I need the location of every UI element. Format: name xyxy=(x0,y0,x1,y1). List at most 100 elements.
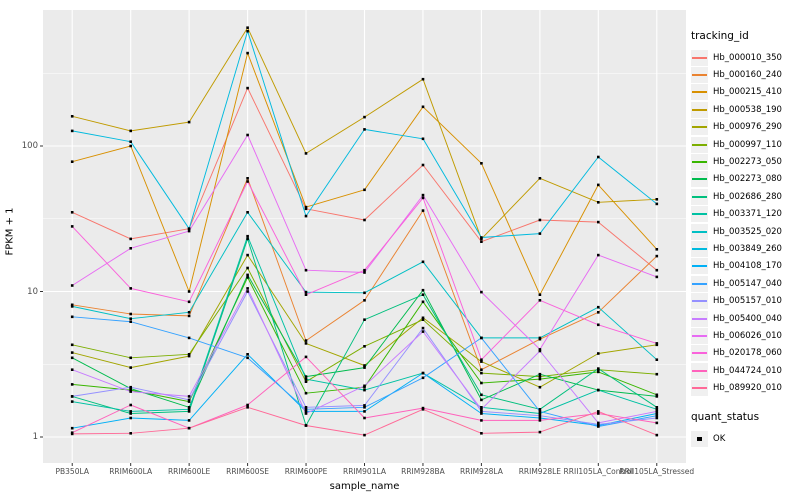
data-point xyxy=(597,367,600,370)
data-point xyxy=(187,354,191,358)
legend-entry-label: Hb_002273_050 xyxy=(713,157,782,168)
legend-entry-label: Hb_005147_040 xyxy=(713,278,782,289)
data-point xyxy=(304,342,308,345)
data-point xyxy=(304,410,308,413)
data-point xyxy=(421,330,425,333)
data-point xyxy=(129,140,132,143)
data-point xyxy=(597,183,600,187)
data-point xyxy=(70,129,74,133)
data-point xyxy=(363,433,366,437)
legend-key-swatch xyxy=(691,206,708,223)
legend-key-swatch xyxy=(691,345,708,362)
data-point xyxy=(480,412,483,415)
data-point xyxy=(246,177,249,180)
data-point xyxy=(597,352,600,355)
data-point xyxy=(421,77,425,81)
data-point xyxy=(363,268,366,272)
data-point xyxy=(187,408,191,411)
x-tick-label: RRII105LA_Control xyxy=(563,467,634,476)
data-point xyxy=(304,355,308,359)
data-point xyxy=(187,400,191,403)
data-point xyxy=(480,162,483,165)
data-point xyxy=(304,268,308,272)
y-axis-title: FPKM + 1 xyxy=(4,207,16,256)
data-point xyxy=(129,287,132,290)
data-point xyxy=(363,271,366,274)
data-point xyxy=(246,180,249,183)
data-point xyxy=(421,163,425,167)
legend-entry-label: Hb_006026_010 xyxy=(713,330,782,341)
data-point xyxy=(538,419,542,422)
data-point xyxy=(129,388,132,392)
legend-entry-label: Hb_002273_080 xyxy=(713,174,782,185)
data-point xyxy=(480,381,483,385)
data-point xyxy=(70,115,74,118)
data-point xyxy=(538,336,542,340)
legend-entry: Hb_089920_010 xyxy=(691,379,799,397)
data-point xyxy=(187,300,191,304)
data-point xyxy=(129,403,132,407)
data-point xyxy=(655,268,659,272)
data-point xyxy=(246,353,249,356)
data-point xyxy=(187,290,191,293)
legend-key-line xyxy=(692,300,707,303)
data-point xyxy=(655,410,659,413)
legend-key-swatch xyxy=(691,136,708,153)
legend-key-swatch xyxy=(691,101,708,118)
data-point xyxy=(421,193,425,197)
data-point xyxy=(655,202,659,206)
legend-entry: Hb_000997_110 xyxy=(691,136,799,153)
data-point xyxy=(363,318,366,321)
y-tick-label: 100 xyxy=(21,141,38,151)
data-point xyxy=(129,144,132,148)
legend-tracking-id-items: Hb_000010_350 Hb_000160_240 Hb_000215_410 H… xyxy=(691,49,799,397)
data-point xyxy=(421,293,425,296)
legend-key-swatch xyxy=(691,154,708,171)
legend-key-line xyxy=(692,247,707,250)
legend-entry-label: Hb_005400_040 xyxy=(713,313,782,324)
data-point xyxy=(538,177,542,180)
data-point xyxy=(70,284,74,287)
data-point xyxy=(304,290,308,294)
data-point xyxy=(480,419,483,422)
data-point xyxy=(129,366,132,369)
data-point xyxy=(304,214,308,218)
x-axis-title: sample_name xyxy=(329,481,400,492)
data-point xyxy=(70,368,74,371)
data-point xyxy=(363,406,366,409)
legend-entry: Hb_000538_190 xyxy=(691,101,799,118)
data-point xyxy=(597,155,600,159)
data-point xyxy=(70,225,74,228)
data-point xyxy=(70,426,74,430)
data-point xyxy=(246,211,249,214)
data-point xyxy=(538,348,542,351)
data-point xyxy=(421,260,425,264)
data-point xyxy=(363,188,366,192)
x-tick-label: RRIM901LA xyxy=(343,467,386,476)
data-point xyxy=(538,375,542,378)
data-point xyxy=(655,198,659,201)
data-point xyxy=(363,364,366,367)
data-point xyxy=(246,290,249,293)
data-point xyxy=(480,432,483,435)
data-point xyxy=(187,120,191,124)
data-point xyxy=(480,368,483,371)
data-point xyxy=(655,406,659,409)
legend-entry-label: Hb_044724_010 xyxy=(713,365,782,376)
data-point xyxy=(421,376,425,380)
legend-entry: Hb_000215_410 xyxy=(691,84,799,101)
data-point xyxy=(304,408,308,411)
x-tick-label: RRIM928LA xyxy=(459,467,503,476)
data-point xyxy=(246,234,249,238)
legend-key-swatch xyxy=(691,119,708,136)
legend-key-swatch xyxy=(691,327,708,344)
data-point xyxy=(421,326,425,330)
data-point xyxy=(538,414,542,417)
legend-key-swatch xyxy=(691,67,708,84)
data-point xyxy=(597,412,600,415)
data-point xyxy=(129,432,132,435)
data-point xyxy=(538,232,542,235)
legend-entry-label: Hb_020178_060 xyxy=(713,348,782,359)
data-point xyxy=(304,424,308,427)
data-point xyxy=(129,410,132,413)
